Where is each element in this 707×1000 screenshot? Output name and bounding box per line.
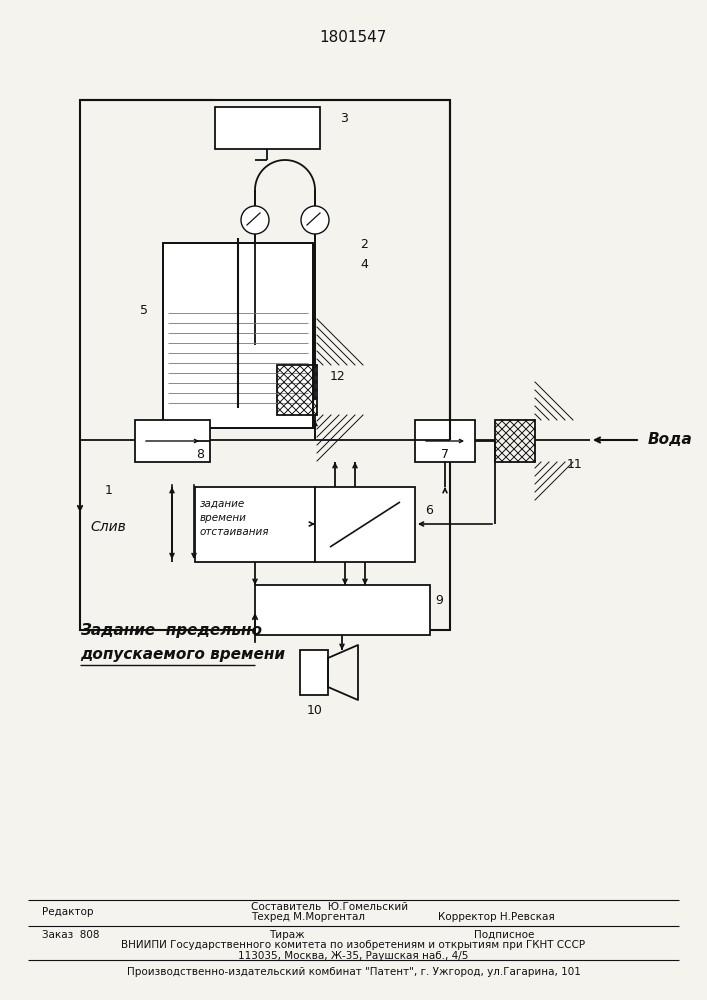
Bar: [215, 107, 320, 149]
Text: 1: 1: [105, 484, 113, 496]
Text: Слив: Слив: [90, 520, 126, 534]
Circle shape: [301, 206, 329, 234]
Text: 8: 8: [196, 448, 204, 462]
Text: 10: 10: [307, 704, 323, 716]
Text: 5: 5: [140, 304, 148, 316]
Text: 3: 3: [340, 111, 348, 124]
Bar: [495, 420, 535, 462]
Text: Производственно-издательский комбинат "Патент", г. Ужгород, ул.Гагарина, 101: Производственно-издательский комбинат "П…: [127, 967, 580, 977]
Text: отстаивания: отстаивания: [200, 527, 269, 537]
Text: Составитель  Ю.Гомельский: Составитель Ю.Гомельский: [251, 902, 408, 912]
Text: 11: 11: [567, 458, 583, 472]
Text: 2: 2: [360, 238, 368, 251]
Text: Корректор Н.Ревская: Корректор Н.Ревская: [438, 912, 555, 922]
Bar: [163, 243, 313, 428]
Text: Вода: Вода: [648, 432, 693, 448]
Bar: [315, 487, 415, 562]
Text: 9: 9: [435, 593, 443, 606]
Text: допускаемого времени: допускаемого времени: [80, 648, 285, 662]
Text: 12: 12: [330, 370, 346, 383]
Text: Техред М.Моргентал: Техред М.Моргентал: [251, 912, 365, 922]
Text: Редактор: Редактор: [42, 907, 94, 917]
Text: 7: 7: [441, 448, 449, 462]
Text: времени: времени: [200, 513, 247, 523]
Text: 1801547: 1801547: [320, 30, 387, 45]
Text: Подписное: Подписное: [474, 930, 534, 940]
Text: Заказ  808: Заказ 808: [42, 930, 100, 940]
Bar: [277, 365, 317, 415]
Bar: [80, 100, 450, 630]
Bar: [300, 650, 328, 695]
Circle shape: [241, 206, 269, 234]
Text: задание: задание: [200, 499, 245, 509]
Bar: [255, 585, 430, 635]
Text: 6: 6: [425, 504, 433, 516]
Bar: [163, 243, 313, 428]
Bar: [135, 420, 210, 462]
Text: 113035, Москва, Ж-35, Раушская наб., 4/5: 113035, Москва, Ж-35, Раушская наб., 4/5: [238, 951, 469, 961]
Bar: [415, 420, 475, 462]
Text: 4: 4: [360, 258, 368, 271]
Text: Задание  предельно: Задание предельно: [80, 622, 262, 638]
Text: Тираж: Тираж: [269, 930, 304, 940]
Bar: [195, 487, 315, 562]
Text: ВНИИПИ Государственного комитета по изобретениям и открытиям при ГКНТ СССР: ВНИИПИ Государственного комитета по изоб…: [122, 940, 585, 950]
